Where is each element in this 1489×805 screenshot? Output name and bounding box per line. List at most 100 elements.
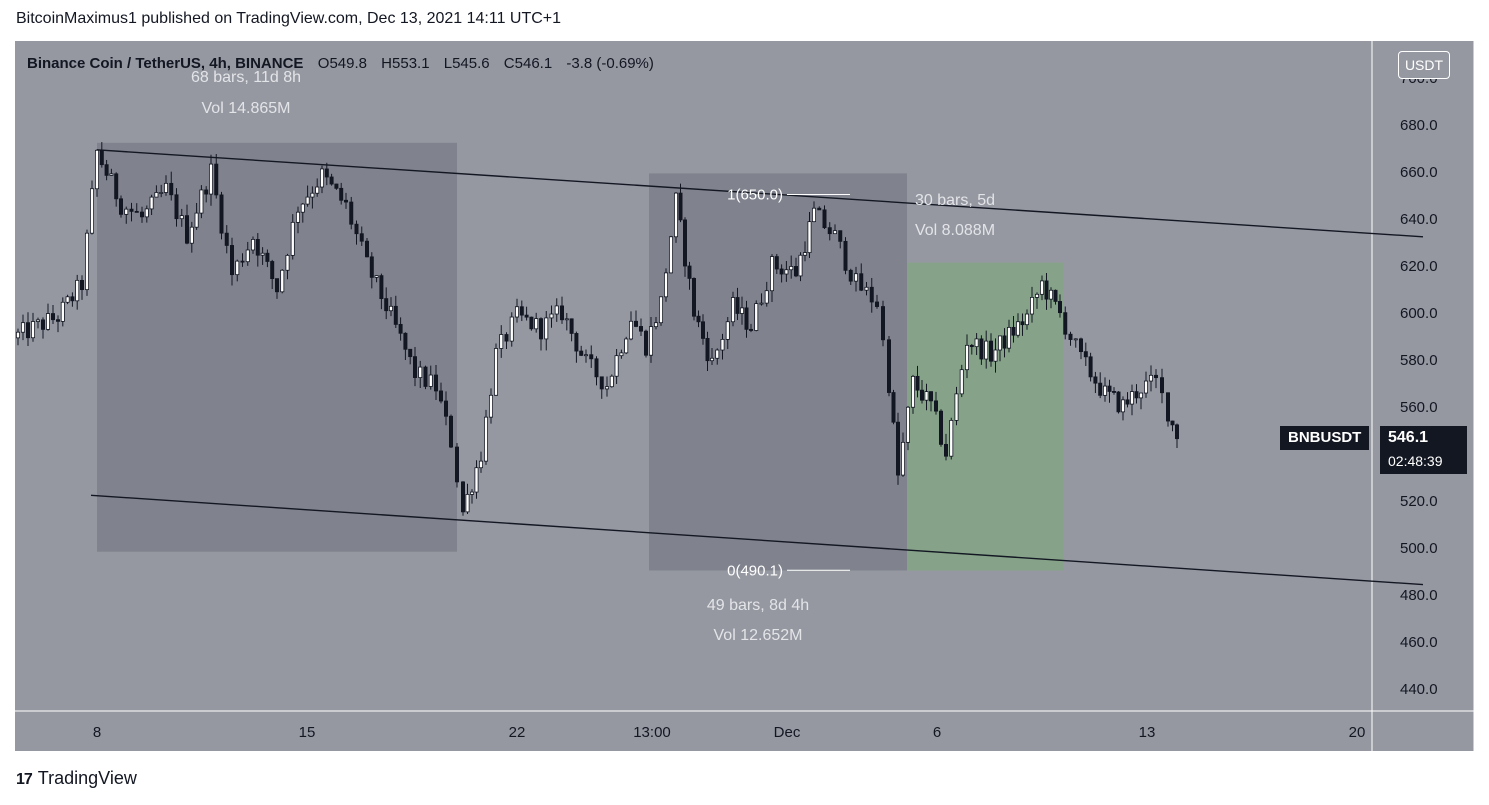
candle-body [901, 441, 906, 476]
candle-body [634, 320, 639, 327]
candle-body [343, 199, 348, 203]
candle-body [678, 192, 683, 221]
candle-body [1011, 326, 1016, 336]
candle-body [749, 328, 754, 331]
candle-body [270, 261, 275, 280]
candle-body [418, 366, 423, 378]
candle-body [812, 207, 817, 223]
candle-body [779, 268, 784, 275]
candle-body [119, 198, 124, 215]
x-tick-label: Dec [774, 724, 801, 741]
candle-body [1044, 280, 1049, 300]
candle-body [214, 163, 219, 196]
candle-body [139, 211, 144, 218]
fib-level-label: 0(490.1) [727, 562, 783, 579]
candle-body [624, 338, 629, 354]
candle-body [605, 386, 610, 390]
candle-body [374, 275, 379, 278]
candle-body [354, 223, 359, 235]
candle-body [959, 369, 964, 395]
candle-body [906, 406, 911, 443]
tradingview-logo[interactable]: 17 TradingView [16, 768, 137, 789]
candle-body [701, 321, 706, 339]
candle-body [979, 338, 984, 360]
candle-body [1002, 335, 1007, 349]
candle-body [478, 460, 483, 469]
candle-body [674, 192, 679, 238]
y-tick-label: 600.0 [1400, 305, 1438, 322]
candle-body [255, 239, 260, 256]
candle-body [1121, 399, 1126, 413]
candle-body [881, 306, 886, 341]
candle-body [428, 374, 433, 387]
candle-body [25, 322, 30, 339]
low-label: L [443, 55, 453, 72]
candle-body [1079, 338, 1084, 353]
candle-body [822, 209, 827, 229]
candle-body [1058, 301, 1063, 314]
measure-box-green[interactable] [907, 262, 1063, 571]
candle-body [305, 196, 310, 205]
candle-body [1103, 385, 1108, 396]
candle-body [1035, 293, 1040, 298]
candle-body [423, 366, 428, 387]
candle-body [833, 230, 838, 235]
candle-body [300, 203, 305, 213]
candle-body [1130, 391, 1135, 405]
candle-body [51, 313, 56, 321]
candle-body [544, 317, 549, 340]
candle-body [99, 149, 104, 166]
measure-box-gray[interactable] [649, 173, 907, 571]
candle-body [208, 163, 213, 195]
x-tick-label: 15 [299, 724, 316, 741]
candle-body [564, 318, 569, 321]
y-tick-label: 640.0 [1400, 211, 1438, 228]
candle-body [524, 314, 529, 318]
currency-unit-button[interactable]: USDT [1398, 51, 1450, 79]
candle-body [705, 338, 710, 362]
candle-body [896, 421, 901, 476]
candle-body [319, 168, 324, 188]
x-tick-label: 6 [933, 724, 941, 741]
x-tick-label: 13 [1139, 724, 1156, 741]
candle-body [731, 297, 736, 323]
candle-body [199, 189, 204, 214]
candle-body [398, 323, 403, 334]
candle-body [619, 352, 624, 357]
candle-body [869, 286, 874, 303]
candle-body [169, 182, 174, 196]
measure-box-gray[interactable] [97, 142, 457, 552]
candle-body [944, 443, 949, 457]
symbol-legend: Binance Coin / TetherUS, 4h, BINANCE O54… [27, 55, 664, 72]
candle-body [334, 183, 339, 189]
candle-body [1016, 321, 1021, 336]
y-tick-label: 520.0 [1400, 493, 1438, 510]
y-tick-label: 500.0 [1400, 540, 1438, 557]
candle-body [240, 260, 245, 263]
candle-body [493, 348, 498, 396]
candle-body [339, 187, 344, 201]
candle-body [560, 305, 565, 321]
candle-body [998, 335, 1003, 351]
candle-body [710, 357, 715, 362]
candle-body [864, 286, 869, 291]
open-label: O [317, 55, 330, 72]
x-tick-label: 20 [1349, 724, 1366, 741]
candle-body [109, 173, 114, 176]
candle-body [744, 307, 749, 330]
candle-body [163, 182, 168, 193]
candle-body [934, 400, 939, 412]
candle-body [1049, 289, 1054, 300]
last-price: 546.1 [1388, 429, 1429, 446]
channel-upper-line[interactable] [96, 149, 1424, 238]
candle-body [184, 215, 189, 244]
candle-body [664, 272, 669, 298]
candle-body [174, 194, 179, 220]
channel-lower-line[interactable] [90, 494, 1424, 586]
candle-body [310, 192, 315, 198]
candle-body [224, 232, 229, 246]
candle-body [599, 376, 604, 390]
y-tick-label: 580.0 [1400, 352, 1438, 369]
candle-body [911, 375, 916, 408]
